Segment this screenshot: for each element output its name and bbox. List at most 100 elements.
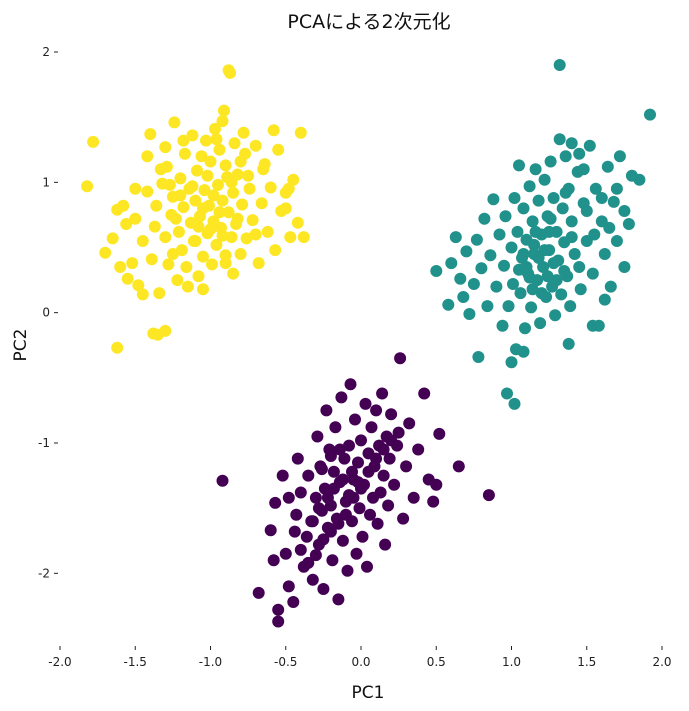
point-cluster-1-27 [168, 116, 181, 129]
point-cluster-1-40 [191, 164, 203, 177]
point-cluster-2-110 [618, 205, 631, 217]
point-cluster-3-40 [344, 378, 357, 391]
x-tick-label: 2.0 [652, 655, 671, 669]
point-cluster-3-89 [302, 556, 315, 569]
point-cluster-2-28 [514, 287, 527, 300]
x-tick-label: 0.5 [427, 655, 446, 669]
point-cluster-2-65 [574, 283, 587, 296]
point-cluster-1-127 [234, 155, 247, 168]
point-cluster-2-103 [565, 231, 578, 244]
point-cluster-2-23 [507, 278, 519, 290]
point-cluster-1-30 [174, 172, 187, 185]
point-cluster-1-14 [136, 235, 149, 247]
point-cluster-1-125 [225, 176, 238, 189]
point-cluster-1-24 [162, 258, 175, 271]
point-cluster-2-87 [517, 345, 530, 358]
point-cluster-2-101 [550, 274, 563, 287]
point-cluster-3-61 [376, 387, 389, 400]
point-cluster-2-38 [529, 163, 542, 176]
point-cluster-1-18 [148, 220, 161, 233]
point-cluster-1-115 [169, 212, 182, 225]
point-cluster-1-102 [189, 235, 202, 247]
point-cluster-2-116 [559, 186, 572, 199]
y-axis-label: PC2 [11, 329, 31, 362]
point-cluster-2-22 [505, 241, 518, 254]
point-cluster-2-79 [618, 261, 631, 273]
point-cluster-2-114 [565, 137, 578, 150]
point-cluster-2-93 [535, 287, 548, 300]
point-cluster-1-41 [192, 270, 205, 283]
point-cluster-3-50 [359, 397, 372, 410]
point-cluster-2-86 [505, 356, 518, 369]
x-tick-label: -1.0 [199, 655, 222, 669]
point-cluster-1-43 [195, 150, 208, 163]
point-cluster-1-52 [209, 122, 221, 135]
point-cluster-1-106 [222, 64, 235, 77]
point-cluster-2-88 [562, 337, 575, 350]
point-cluster-3-30 [329, 421, 342, 434]
point-cluster-1-55 [213, 143, 226, 156]
point-cluster-1-81 [272, 143, 285, 156]
point-cluster-2-112 [633, 173, 646, 186]
point-cluster-1-29 [172, 225, 185, 238]
point-cluster-1-89 [136, 288, 149, 301]
point-cluster-3-38 [341, 564, 354, 577]
point-cluster-3-54 [365, 421, 378, 434]
y-tick-label: 0 [42, 306, 50, 320]
point-cluster-2-2 [442, 298, 455, 311]
point-cluster-2-78 [613, 150, 626, 163]
point-cluster-3-109 [324, 450, 337, 462]
point-cluster-1-103 [204, 223, 217, 236]
point-cluster-1-65 [228, 137, 241, 150]
point-cluster-3-102 [312, 502, 325, 515]
point-cluster-1-88 [297, 231, 310, 244]
point-cluster-1-74 [249, 139, 262, 152]
point-cluster-2-7 [460, 245, 473, 258]
point-cluster-2-6 [457, 291, 470, 303]
point-cluster-3-86 [282, 491, 295, 504]
point-cluster-1-37 [186, 129, 199, 142]
point-cluster-2-19 [498, 259, 510, 272]
point-cluster-2-82 [644, 108, 656, 121]
point-cluster-1-34 [180, 261, 193, 273]
point-cluster-3-82 [482, 489, 495, 502]
point-cluster-3-45 [352, 456, 364, 469]
point-cluster-3-81 [452, 460, 465, 473]
point-cluster-3-22 [317, 583, 330, 595]
point-cluster-1-93 [166, 248, 179, 260]
point-cluster-1-107 [237, 126, 250, 139]
point-cluster-3-48 [356, 530, 369, 543]
point-cluster-1-116 [177, 134, 190, 147]
point-cluster-3-88 [294, 543, 307, 556]
point-cluster-3-8 [287, 596, 300, 608]
point-cluster-3-46 [353, 502, 366, 515]
point-cluster-3-44 [350, 547, 363, 560]
point-cluster-3-5 [269, 496, 282, 509]
point-cluster-1-87 [294, 126, 307, 139]
point-cluster-2-97 [538, 244, 551, 257]
point-cluster-3-57 [370, 404, 383, 417]
y-tick-label: -2 [38, 566, 50, 580]
point-cluster-2-8 [463, 308, 476, 320]
point-cluster-1-108 [249, 228, 262, 241]
point-cluster-3-66 [383, 452, 396, 465]
point-cluster-2-34 [523, 180, 536, 193]
point-cluster-3-24 [320, 404, 333, 417]
point-cluster-1-6 [111, 341, 124, 354]
point-cluster-2-76 [607, 195, 620, 208]
point-cluster-3-101 [392, 426, 405, 439]
point-cluster-1-97 [227, 267, 240, 280]
point-cluster-2-77 [610, 235, 623, 247]
point-cluster-3-70 [394, 352, 407, 365]
point-cluster-2-98 [547, 257, 560, 270]
point-cluster-2-113 [573, 147, 586, 160]
point-cluster-1-9 [120, 218, 133, 230]
point-cluster-3-3 [272, 615, 285, 628]
point-cluster-2-62 [565, 215, 578, 228]
point-cluster-3-80 [433, 427, 446, 440]
point-cluster-2-119 [526, 283, 539, 296]
point-cluster-3-98 [370, 452, 383, 465]
point-cluster-3-100 [385, 434, 398, 447]
point-cluster-3-108 [315, 463, 328, 476]
